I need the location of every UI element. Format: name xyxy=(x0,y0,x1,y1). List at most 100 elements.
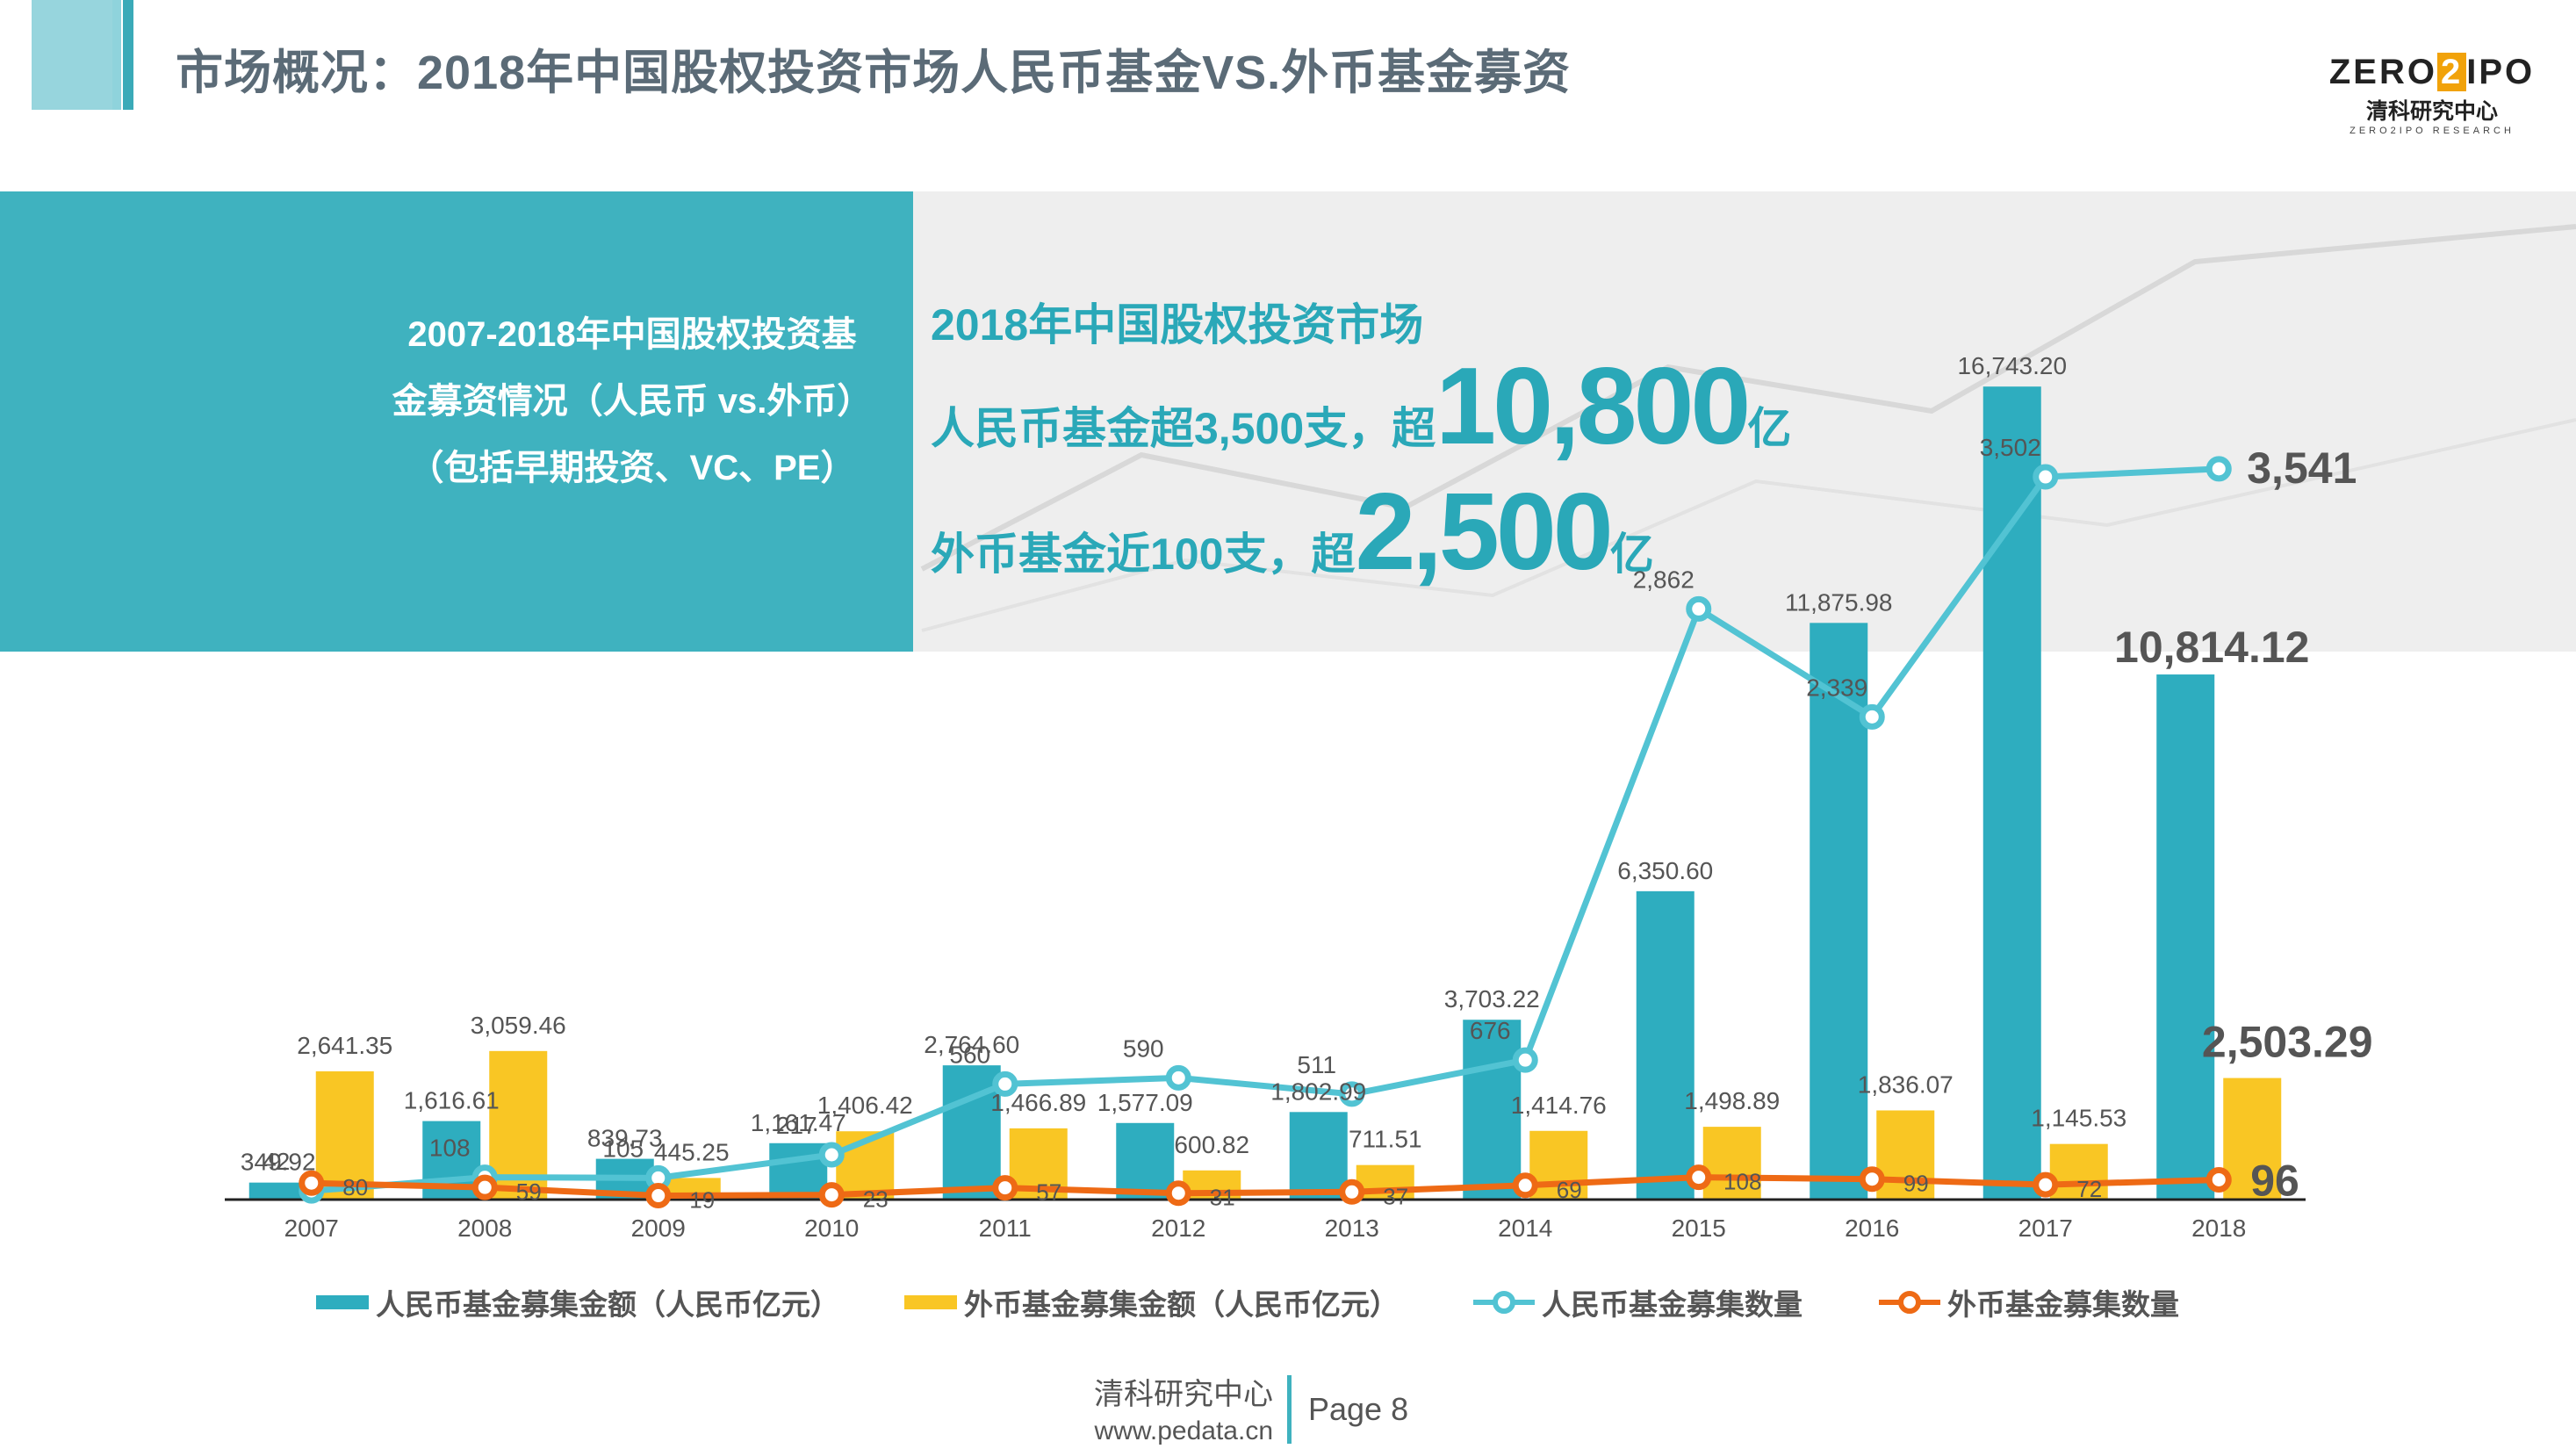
data-label-foreign-count: 69 xyxy=(1557,1177,1582,1203)
data-label-foreign-amount: 1,466.89 xyxy=(990,1089,1086,1116)
highlight-line-3: 外币基金近100支，超2,500亿 xyxy=(931,472,1654,593)
legend-item-foreign-count: 外币基金募集数量 xyxy=(1879,1280,2179,1324)
legend-item-foreign-amount: 外币基金募集金额（人民币亿元） xyxy=(904,1280,1399,1324)
point-foreign-count xyxy=(992,1175,1018,1201)
background-curve xyxy=(920,224,2576,632)
legend-swatch xyxy=(904,1295,957,1309)
title-decoration-stripe xyxy=(112,0,121,110)
point-foreign-count xyxy=(1165,1180,1191,1207)
data-label-foreign-count: 23 xyxy=(863,1186,889,1213)
chart-legend: 人民币基金募集金额（人民币亿元） 外币基金募集金额（人民币亿元） 人民币基金募集… xyxy=(316,1280,2335,1324)
data-label-rmb-amount: 10,814.12 xyxy=(2114,623,2309,672)
point-rmb-count xyxy=(1859,703,1885,730)
bar-rmb-amount xyxy=(2156,674,2215,1200)
data-label-rmb-count: 2,339 xyxy=(1806,674,1867,701)
data-label-foreign-count: 108 xyxy=(1723,1169,1761,1195)
data-label-rmb-count: 108 xyxy=(429,1135,471,1162)
bar-rmb-amount xyxy=(1636,890,1695,1200)
summary-box xyxy=(0,191,913,652)
data-label-rmb-count: 3,502 xyxy=(1980,434,2041,461)
data-label-rmb-count: 217 xyxy=(776,1112,817,1139)
data-label-foreign-amount: 1,414.76 xyxy=(1511,1092,1607,1119)
point-foreign-count xyxy=(1512,1172,1538,1199)
bar-rmb-amount xyxy=(769,1142,828,1200)
data-label-foreign-amount: 445.25 xyxy=(654,1138,730,1165)
data-label-rmb-count: 560 xyxy=(949,1041,990,1068)
legend-item-rmb-count: 人民币基金募集数量 xyxy=(1473,1280,1802,1324)
data-label-foreign-amount: 1,498.89 xyxy=(1684,1087,1780,1114)
page-number: Page 8 xyxy=(1308,1391,1409,1427)
data-label-foreign-amount: 1,406.42 xyxy=(817,1092,913,1119)
data-label-rmb-count: 42 xyxy=(263,1148,290,1175)
x-tick-label: 2012 xyxy=(1151,1215,1205,1242)
point-foreign-count xyxy=(471,1174,498,1200)
data-label-foreign-count: 72 xyxy=(2076,1176,2102,1202)
title-decoration-bar xyxy=(32,0,112,110)
data-label-rmb-amount: 3,703.22 xyxy=(1444,985,1540,1013)
bar-foreign-amount xyxy=(315,1070,374,1200)
title-decoration-stripe xyxy=(123,0,133,110)
data-label-foreign-count: 57 xyxy=(1036,1179,1061,1206)
data-label-rmb-count: 2,862 xyxy=(1633,566,1695,593)
x-tick-label: 2015 xyxy=(1672,1215,1726,1242)
legend-swatch xyxy=(316,1295,369,1309)
data-label-foreign-amount: 2,503.29 xyxy=(2202,1018,2373,1067)
x-tick-label: 2016 xyxy=(1845,1215,1899,1242)
data-label-rmb-amount: 2,764.60 xyxy=(924,1031,1019,1058)
logo-en: ZERO2IPO RESEARCH xyxy=(2349,126,2515,136)
legend-line-icon xyxy=(1473,1291,1535,1314)
data-label-foreign-amount: 1,836.07 xyxy=(1858,1070,1954,1098)
bar-foreign-amount xyxy=(1702,1127,1761,1200)
data-label-rmb-count: 3,541 xyxy=(2247,443,2357,493)
data-label-rmb-count: 105 xyxy=(602,1135,644,1162)
point-foreign-count xyxy=(2033,1171,2059,1198)
data-label-rmb-count: 676 xyxy=(1470,1017,1511,1044)
bar-rmb-amount xyxy=(1463,1020,1522,1200)
footer-org: 清科研究中心 www.pedata.cn xyxy=(1036,1370,1273,1446)
bar-foreign-amount xyxy=(2049,1143,2108,1200)
data-label-rmb-amount: 349.92 xyxy=(241,1149,316,1176)
summary-line-3: （包括早期投资、VC、PE） xyxy=(408,449,856,487)
x-tick-label: 2011 xyxy=(979,1215,1032,1242)
legend-line-icon xyxy=(1879,1291,1940,1314)
footer-org-name: 清科研究中心 xyxy=(1094,1378,1273,1411)
page-title: 市场概况：2018年中国股权投资市场人民币基金VS.外币基金募资 xyxy=(176,47,1572,99)
data-label-foreign-count: 99 xyxy=(1903,1171,1929,1197)
data-label-foreign-amount: 600.82 xyxy=(1174,1131,1249,1158)
logo-cn: 清科研究中心 xyxy=(2365,99,2498,124)
footer-separator xyxy=(1287,1375,1292,1444)
x-tick-label: 2007 xyxy=(284,1215,339,1242)
zero2ipo-logo: ZERO 2 IPO 清科研究中心 ZERO2IPO RESEARCH xyxy=(2327,53,2537,136)
bar-foreign-amount xyxy=(1529,1130,1588,1200)
highlight-line-2: 人民币基金超3,500支，超10,800亿 xyxy=(931,346,1792,467)
x-tick-label: 2009 xyxy=(631,1215,686,1242)
data-label-foreign-count: 96 xyxy=(2250,1156,2299,1205)
data-label-rmb-amount: 1,802.99 xyxy=(1270,1078,1366,1105)
bar-foreign-amount xyxy=(2223,1078,2282,1200)
data-label-rmb-amount: 1,577.09 xyxy=(1097,1089,1193,1116)
point-foreign-count xyxy=(1859,1166,1885,1193)
data-label-foreign-count: 59 xyxy=(516,1178,542,1205)
highlight-foreign-amount: 2,500 xyxy=(1355,472,1613,593)
data-label-foreign-amount: 2,641.35 xyxy=(297,1032,392,1059)
point-rmb-count xyxy=(1339,1081,1365,1107)
footer-url[interactable]: www.pedata.cn xyxy=(1094,1416,1273,1445)
logo-mark: ZERO 2 IPO xyxy=(2328,53,2536,91)
bar-rmb-amount xyxy=(1810,623,1868,1200)
data-label-foreign-count: 31 xyxy=(1210,1185,1235,1211)
data-label-foreign-amount: 1,145.53 xyxy=(2031,1105,2126,1132)
point-rmb-count xyxy=(992,1070,1018,1097)
data-label-foreign-amount: 711.51 xyxy=(1349,1126,1422,1153)
highlight-rmb-amount: 10,800 xyxy=(1436,346,1751,467)
data-label-rmb-amount: 6,350.60 xyxy=(1617,857,1713,884)
point-foreign-count xyxy=(818,1182,845,1208)
point-rmb-count xyxy=(1165,1064,1191,1091)
point-rmb-count xyxy=(2205,456,2232,482)
data-label-foreign-count: 80 xyxy=(342,1174,368,1200)
point-foreign-count xyxy=(2205,1166,2232,1193)
x-tick-label: 2008 xyxy=(457,1215,512,1242)
x-tick-label: 2010 xyxy=(804,1215,859,1242)
point-rmb-count xyxy=(818,1142,845,1168)
data-label-foreign-count: 37 xyxy=(1383,1183,1408,1209)
